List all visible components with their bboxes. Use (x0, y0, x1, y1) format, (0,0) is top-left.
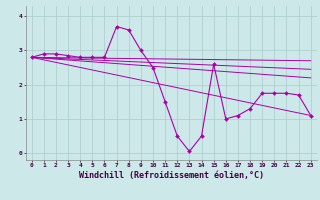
X-axis label: Windchill (Refroidissement éolien,°C): Windchill (Refroidissement éolien,°C) (79, 171, 264, 180)
